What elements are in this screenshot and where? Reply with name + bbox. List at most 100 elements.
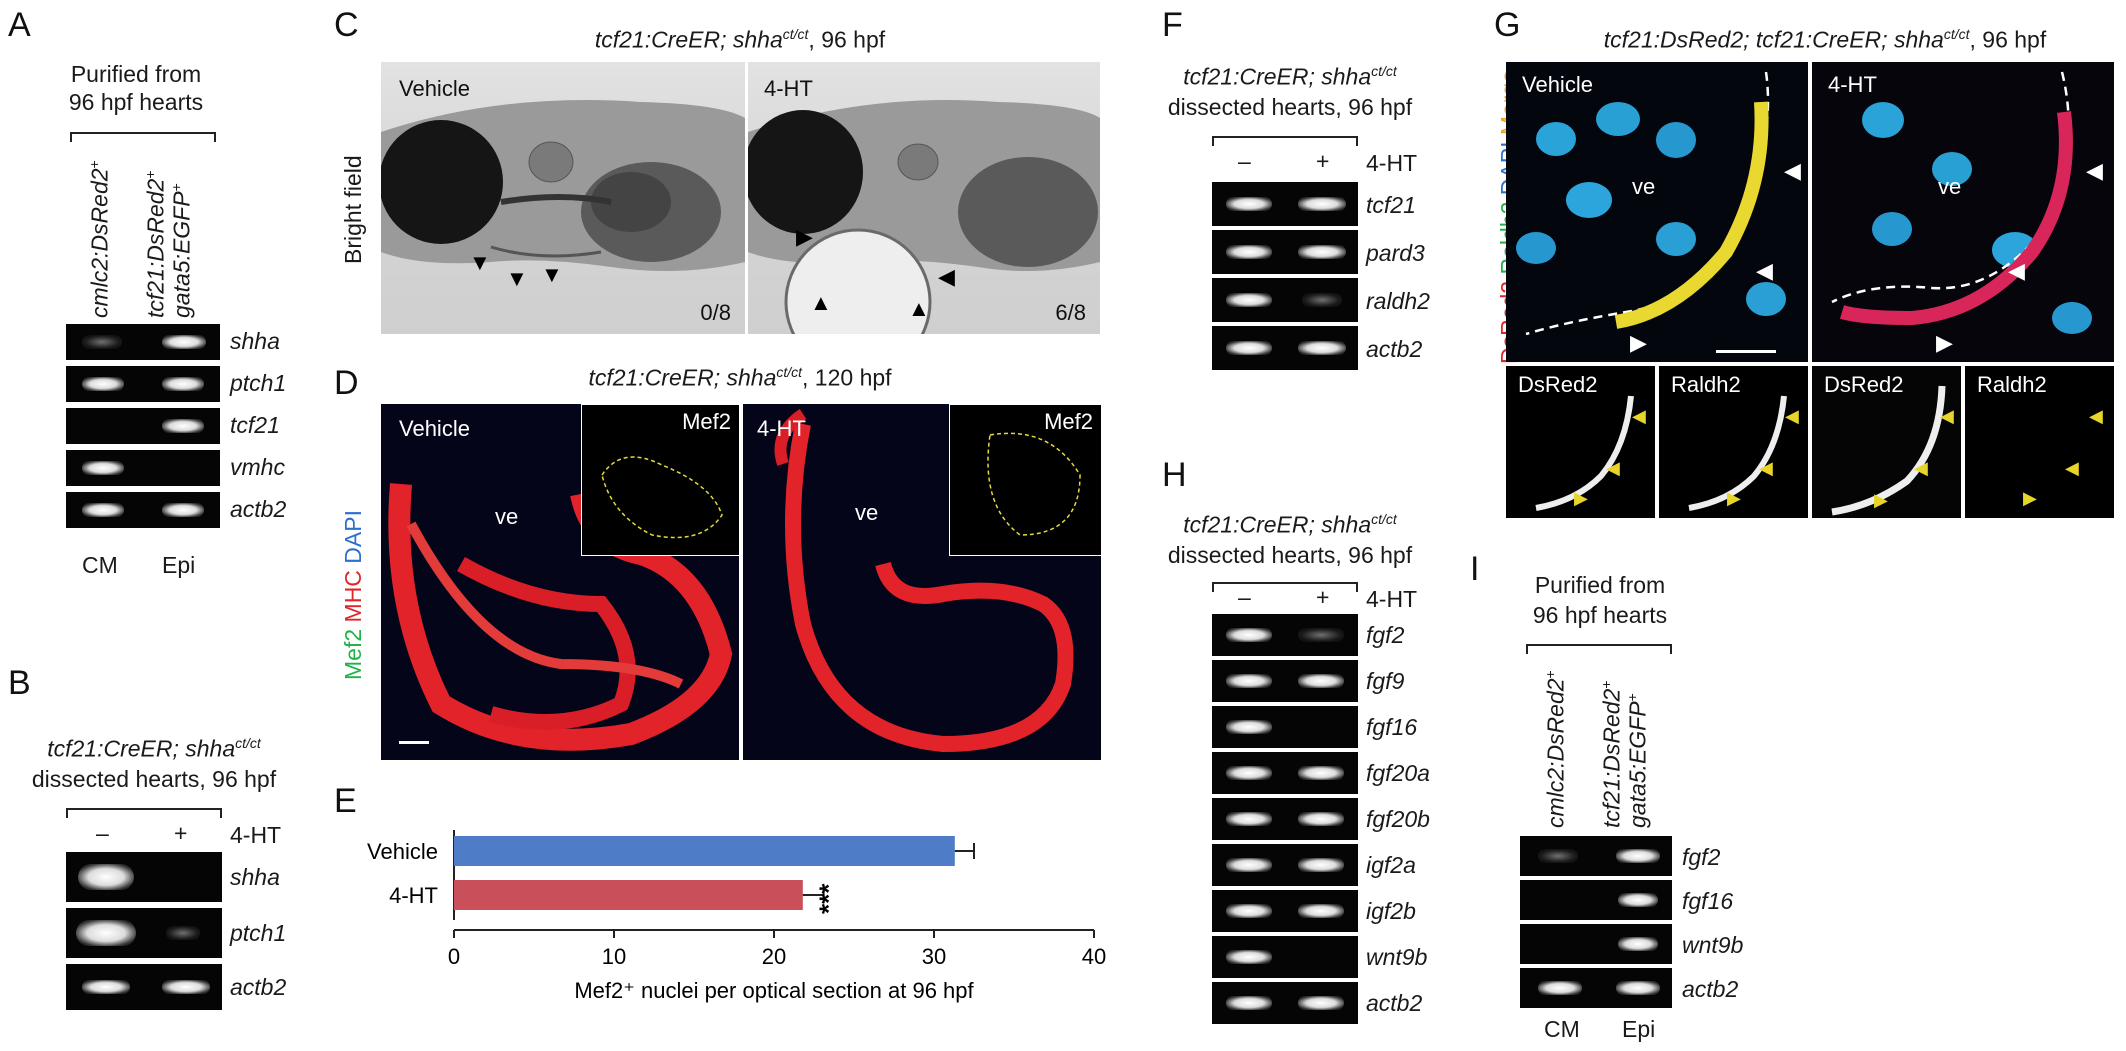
g-sub-signal xyxy=(1535,395,1634,511)
band xyxy=(1618,937,1658,951)
panel-a-col2b-text: gata5:EGFP xyxy=(168,191,195,318)
panel-a-col1-label: cmlc2:DsRed2+ xyxy=(86,160,114,318)
arrowhead-icon: ▲ xyxy=(810,290,832,315)
band xyxy=(1226,628,1272,642)
band xyxy=(1298,245,1346,259)
band xyxy=(82,335,122,349)
panel-h-title-gene: tcf21:CreER; shha xyxy=(1183,511,1372,538)
gel-a-tcf21 xyxy=(66,408,220,444)
band xyxy=(1226,197,1272,211)
arrowhead-icon: ▶ xyxy=(2023,488,2037,508)
panel-h-title: tcf21:CreER; shhact/ct dissected hearts,… xyxy=(1140,504,1440,570)
arrowhead-icon: ◀ xyxy=(1785,406,1799,426)
nucleus xyxy=(1872,212,1912,246)
chart-e: 0 10 20 30 40 Vehicle 4-HT *** Mef2⁺ nuclei per … xyxy=(367,830,1106,1003)
gene-label: igf2b xyxy=(1366,898,1416,924)
panel-c-title: tcf21:CreER; shhact/ct, 96 hpf xyxy=(380,26,1100,54)
inset-label: Mef2 xyxy=(1044,409,1093,434)
panel-g-left-ve: ve xyxy=(1632,174,1656,199)
panel-c-title-sup: ct/ct xyxy=(782,26,809,42)
gene-label: shha xyxy=(230,864,280,890)
arrowhead-icon: ▼ xyxy=(469,250,491,275)
x-tick-label: 20 xyxy=(762,944,786,969)
band xyxy=(162,503,204,517)
gene-label: fgf2 xyxy=(1366,622,1405,648)
band xyxy=(1538,981,1582,995)
gene-label: fgf20b xyxy=(1366,806,1430,832)
arrowhead-icon: ▶ xyxy=(1630,330,1647,355)
panel-h-minus: – xyxy=(1238,584,1251,610)
arrowhead-icon: ◀ xyxy=(1756,258,1773,283)
g-sub-label: Raldh2 xyxy=(1977,372,2047,397)
inset-outline xyxy=(987,432,1081,536)
arrowhead-icon: ◀ xyxy=(2086,158,2103,183)
band xyxy=(1226,858,1272,872)
x-tick-label: 10 xyxy=(602,944,626,969)
gel-h-row xyxy=(1212,798,1358,840)
gene-label: ptch1 xyxy=(230,920,287,946)
gel-h-row xyxy=(1212,936,1358,978)
gel-h-row xyxy=(1212,614,1358,656)
x-tick-label: 40 xyxy=(1082,944,1106,969)
band xyxy=(1618,893,1658,907)
band xyxy=(1226,996,1272,1010)
arrowhead-icon: ◀ xyxy=(2065,458,2079,478)
band xyxy=(1298,628,1344,642)
arrowhead-icon: ◀ xyxy=(1914,458,1928,478)
band xyxy=(1298,197,1346,211)
gene-label: fgf2 xyxy=(1682,844,1721,870)
panel-d-right-label: 4-HT xyxy=(757,416,806,441)
panel-i-col2b-sup: + xyxy=(1624,693,1640,702)
band xyxy=(1298,766,1344,780)
gene-label: raldh2 xyxy=(1366,288,1430,314)
band xyxy=(1226,293,1272,307)
gene-label: actb2 xyxy=(1366,990,1423,1016)
band xyxy=(1302,293,1342,307)
panel-i-header-line2: 96 hpf hearts xyxy=(1532,602,1668,628)
panel-g-title-tail: , 96 hpf xyxy=(1969,26,2047,53)
panel-g-right-label: 4-HT xyxy=(1828,72,1877,97)
gene-label: shha xyxy=(230,328,280,354)
gel-b-actb2 xyxy=(66,964,222,1010)
g-sub-raldh2-4ht: Raldh2 ◀ ◀ ▶ xyxy=(1965,366,2114,518)
band xyxy=(162,377,204,391)
panel-a-col1-text: cmlc2:DsRed2 xyxy=(86,168,113,318)
panel-i-col1-sup: + xyxy=(1542,670,1558,679)
panel-a-col2a-label: tcf21:DsRed2+ xyxy=(142,170,170,318)
panel-label-b: B xyxy=(8,664,31,702)
panel-f-treatment: 4-HT xyxy=(1366,150,1418,176)
band xyxy=(1226,720,1272,734)
band xyxy=(1298,858,1344,872)
panel-label-f: F xyxy=(1162,6,1183,44)
panel-a-header-line2: 96 hpf hearts xyxy=(68,89,204,115)
panel-d-left-label: Vehicle xyxy=(399,416,470,441)
nucleus xyxy=(1516,232,1556,264)
band xyxy=(162,980,210,994)
band xyxy=(1538,849,1578,863)
band xyxy=(1226,245,1272,259)
band xyxy=(82,980,130,994)
x-tick-label: 30 xyxy=(922,944,946,969)
panel-b-treatment: 4-HT xyxy=(230,822,282,848)
band xyxy=(82,503,124,517)
panel-label-e: E xyxy=(334,782,357,820)
panel-a-header-line1: Purified from xyxy=(70,61,202,87)
panel-label-d: D xyxy=(334,364,359,402)
gene-label: pard3 xyxy=(1366,240,1425,266)
panel-b-title: tcf21:CreER; shhact/ct dissected hearts,… xyxy=(4,728,304,794)
nucleus xyxy=(1566,182,1612,218)
panel-f-subtitle: dissected hearts, 96 hpf xyxy=(1167,93,1413,120)
gel-b-shha xyxy=(66,852,222,902)
brightfield-4ht-image: 4-HT 6/8 ▶ ▲ ▲ ◀ xyxy=(748,62,1100,334)
panel-c-side-label: Bright field xyxy=(340,155,366,264)
panel-f-bracket xyxy=(1212,136,1358,146)
category-label: Vehicle xyxy=(367,839,438,864)
panel-c-right-label: 4-HT xyxy=(764,76,813,101)
band xyxy=(1616,849,1660,863)
gel-a-vmhc xyxy=(66,450,220,486)
nucleus xyxy=(1932,152,1972,186)
panel-c-left-count: 0/8 xyxy=(700,300,731,325)
g-sub-signal xyxy=(1831,385,1946,516)
band xyxy=(1226,950,1272,964)
gene-label: actb2 xyxy=(1366,336,1423,362)
